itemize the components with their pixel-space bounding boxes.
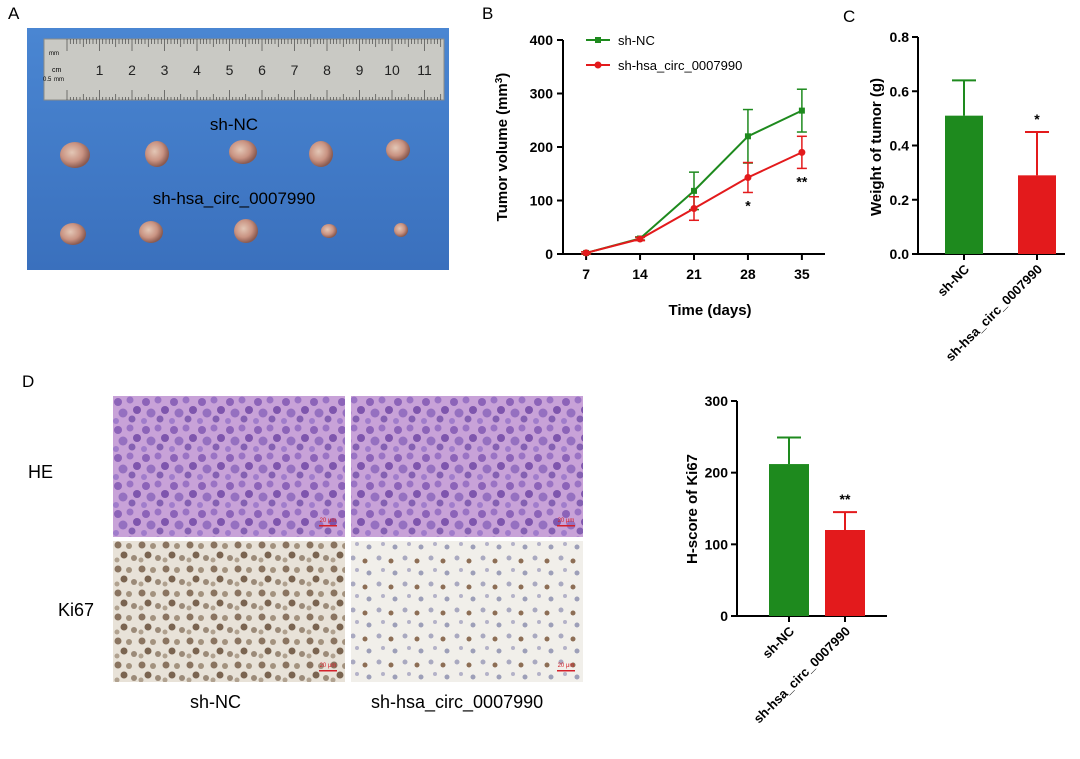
significance-marker: ** [796, 173, 807, 189]
y-tick-label: 0.0 [890, 246, 910, 262]
y-tick-label: 0.6 [890, 83, 910, 99]
significance-marker: * [1034, 111, 1040, 127]
y-tick-label: 200 [530, 139, 554, 155]
significance-marker: * [745, 197, 751, 213]
panel-letter-c: C [843, 7, 856, 26]
bar-sh-nc [945, 115, 983, 254]
y-tick-label: 200 [705, 465, 729, 481]
panel-letter-d: D [22, 372, 35, 391]
y-tick-label: 0 [720, 608, 728, 624]
tumors-sh-nc [60, 139, 410, 168]
y-axis-label: H-score of Ki67 [684, 454, 701, 564]
data-point [636, 235, 644, 243]
data-point [798, 107, 805, 114]
tumor-circ-5 [394, 223, 408, 237]
tumor-weight-chart: 0.00.20.40.60.8sh-NCsh-hsa_circ_0007990*… [868, 29, 1065, 364]
x-tick-label: 35 [794, 266, 810, 282]
bar-sh-circ [825, 530, 865, 616]
tumor-circ-3 [234, 219, 258, 243]
ruler-mark-cm: cm [52, 67, 62, 74]
scale-label: 20 μm [558, 663, 575, 669]
ruler-number: 5 [226, 62, 234, 78]
data-point [690, 205, 698, 213]
y-tick-label: 100 [705, 536, 729, 552]
tumor-photo: 123456789101112 mm cm 0.5 mm sh-NC sh-hs… [27, 28, 449, 270]
ruler-mark-half: 0.5 [43, 77, 52, 83]
col-label-sh-nc: sh-NC [190, 692, 242, 712]
panel-letter-a: A [8, 4, 20, 23]
panel-letter-b: B [482, 4, 494, 23]
y-tick-label: 300 [705, 393, 729, 409]
tumor-nc-4 [309, 141, 333, 167]
photo-label-sh-circ: sh-hsa_circ_0007990 [153, 189, 316, 208]
ruler-number: 8 [323, 62, 331, 78]
data-point [744, 133, 751, 140]
tumors-sh-circ [60, 219, 408, 245]
y-tick-label: 0.4 [890, 138, 910, 154]
x-tick-label: 14 [632, 266, 648, 282]
y-axis-label: Tumor volume (mm3) [494, 73, 512, 222]
ki67-image-sh-circ [351, 541, 583, 682]
ruler-number: 7 [291, 62, 299, 78]
category-label: sh-hsa_circ_0007990 [751, 624, 854, 727]
tumor-circ-1 [60, 223, 86, 245]
y-tick-label: 0.8 [890, 29, 910, 45]
x-tick-label: 28 [740, 266, 756, 282]
ruler-number: 6 [258, 62, 266, 78]
tumor-nc-3 [229, 140, 257, 164]
x-axis-label: Time (days) [668, 302, 751, 319]
ruler-number: 11 [417, 62, 432, 78]
tumor-nc-2 [145, 141, 169, 167]
legend: sh-NC sh-hsa_circ_0007990 [586, 33, 742, 73]
ruler-mark-mm: mm [49, 51, 59, 57]
ruler: 123456789101112 mm cm 0.5 mm [43, 38, 445, 101]
tumor-nc-1 [60, 142, 90, 168]
category-label: sh-NC [759, 623, 797, 661]
data-point [582, 249, 590, 257]
data-point [744, 173, 752, 181]
bar-sh-circ [1018, 175, 1056, 254]
y-tick-label: 0 [545, 246, 553, 262]
ruler-number: 3 [161, 62, 169, 78]
category-label: sh-NC [934, 261, 972, 299]
tumor-nc-5 [386, 139, 410, 161]
scale-label: 20 μm [320, 518, 337, 524]
y-tick-label: 100 [530, 193, 554, 209]
tumor-circ-4 [321, 224, 337, 238]
data-point [798, 148, 806, 156]
histology-grid: 20 μm 20 μm 20 μm 20 μm [113, 396, 583, 682]
legend-label-sh-circ: sh-hsa_circ_0007990 [618, 58, 742, 73]
ruler-number: 1 [96, 62, 104, 78]
bar-sh-nc [769, 464, 809, 616]
y-tick-label: 400 [530, 32, 554, 48]
scale-bars [319, 525, 575, 672]
significance-marker: ** [840, 491, 851, 507]
row-label-he: HE [28, 462, 54, 482]
ki67-image-sh-nc [113, 541, 345, 682]
he-image-sh-circ [351, 396, 583, 537]
scale-label: 20 μm [320, 663, 337, 669]
y-tick-label: 0.2 [890, 192, 910, 208]
photo-label-sh-nc: sh-NC [210, 115, 258, 134]
ruler-mark-mm2: mm [54, 77, 64, 83]
ruler-number: 9 [356, 62, 364, 78]
data-point [691, 187, 697, 194]
legend-label-sh-nc: sh-NC [618, 33, 655, 48]
row-label-ki67: Ki67 [58, 600, 95, 620]
y-axis-label: Weight of tumor (g) [868, 78, 885, 216]
col-label-sh-circ: sh-hsa_circ_0007990 [371, 692, 544, 712]
y-tick-label: 300 [530, 86, 554, 102]
x-tick-label: 21 [686, 266, 702, 282]
he-image-sh-nc [113, 396, 345, 537]
ruler-number: 4 [193, 62, 201, 78]
ruler-number: 2 [128, 62, 136, 78]
x-tick-label: 7 [582, 266, 590, 282]
scale-label: 20 μm [558, 518, 575, 524]
ruler-number: 10 [384, 62, 400, 78]
tumor-circ-2 [139, 221, 163, 243]
